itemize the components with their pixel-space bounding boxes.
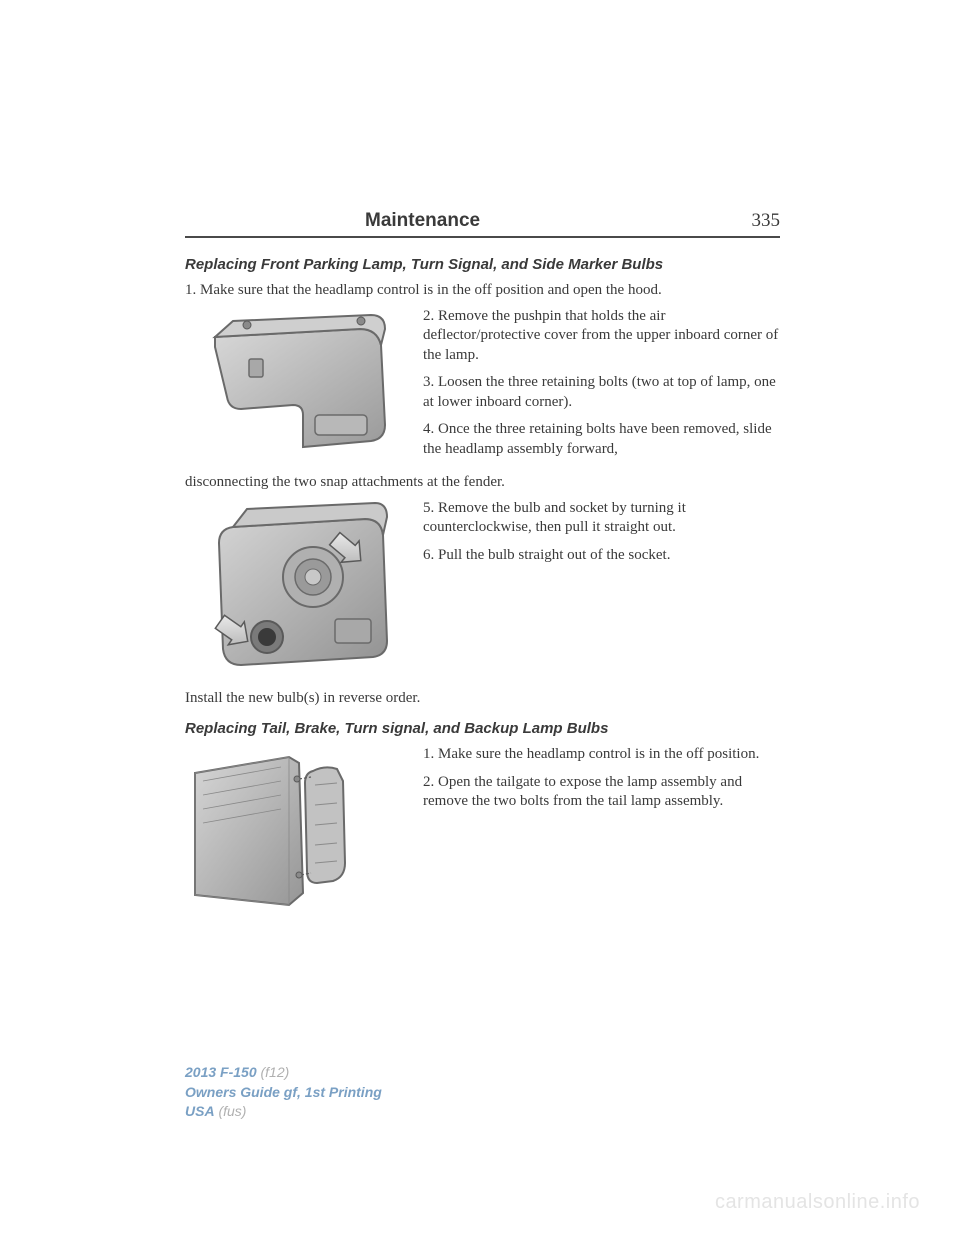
footer-line3: USA (fus) xyxy=(185,1102,382,1122)
header-page-number: 335 xyxy=(752,210,781,232)
header-title: Maintenance xyxy=(365,210,480,232)
section2-title: Replacing Tail, Brake, Turn signal, and … xyxy=(185,720,780,737)
footer-fus: (fus) xyxy=(218,1103,246,1119)
section1-step4: 4. Once the three retaining bolts have b… xyxy=(423,420,780,459)
watermark: carmanualsonline.info xyxy=(715,1191,920,1214)
section2-step2: 2. Open the tailgate to expose the lamp … xyxy=(423,773,780,812)
section1-step5: 5. Remove the bulb and socket by turning… xyxy=(423,499,780,538)
footer-line1: 2013 F-150 (f12) xyxy=(185,1063,382,1083)
page-header: Maintenance 335 xyxy=(185,210,780,238)
section1-step2: 2. Remove the pushpin that holds the air… xyxy=(423,307,780,366)
footer-usa: USA xyxy=(185,1103,215,1119)
section1-step3: 3. Loosen the three retaining bolts (two… xyxy=(423,373,780,412)
section1-title: Replacing Front Parking Lamp, Turn Signa… xyxy=(185,256,780,273)
section1-step4b: disconnecting the two snap attachments a… xyxy=(185,473,780,493)
section2-step1: 1. Make sure the headlamp control is in … xyxy=(423,745,780,765)
figure3-text: 1. Make sure the headlamp control is in … xyxy=(423,745,780,915)
page-content: Maintenance 335 Replacing Front Parking … xyxy=(0,0,960,915)
figure3-block: 1. Make sure the headlamp control is in … xyxy=(185,745,780,915)
figure3-taillamp xyxy=(185,745,407,915)
figure1-block: 2. Remove the pushpin that holds the air… xyxy=(185,307,780,468)
figure1-text: 2. Remove the pushpin that holds the air… xyxy=(423,307,780,468)
footer-model: 2013 F-150 xyxy=(185,1064,257,1080)
footer-code: (f12) xyxy=(261,1064,290,1080)
figure2-block: 5. Remove the bulb and socket by turning… xyxy=(185,499,780,679)
figure1-headlamp-front xyxy=(185,307,407,468)
figure2-text: 5. Remove the bulb and socket by turning… xyxy=(423,499,780,679)
section1-step6: 6. Pull the bulb straight out of the soc… xyxy=(423,546,780,566)
footer-line2: Owners Guide gf, 1st Printing xyxy=(185,1083,382,1103)
section1-install: Install the new bulb(s) in reverse order… xyxy=(185,689,780,709)
page-footer: 2013 F-150 (f12) Owners Guide gf, 1st Pr… xyxy=(185,1063,382,1122)
figure2-headlamp-rear xyxy=(185,499,407,679)
section1-step1: 1. Make sure that the headlamp control i… xyxy=(185,281,780,301)
